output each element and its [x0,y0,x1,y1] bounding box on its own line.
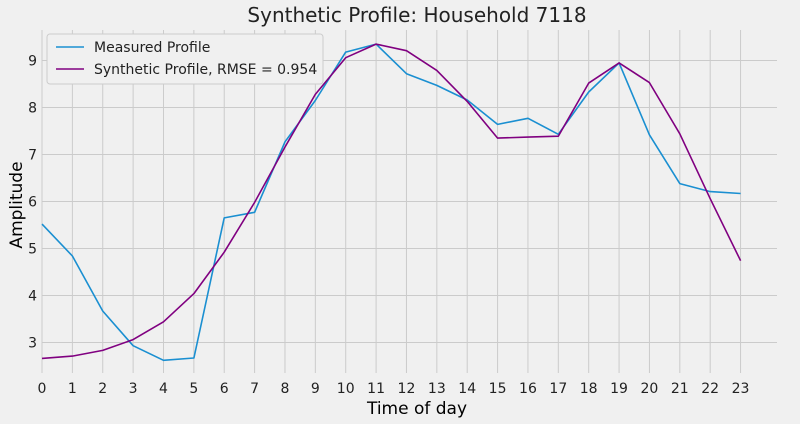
x-tick-label: 2 [98,381,107,397]
x-tick-label: 4 [159,381,168,397]
tick-labels: 0 1 2 3 4 5 6 7 8 9 10 11 12 13 14 15 16 17 18 19 20 21 22 2334… [28,54,749,397]
x-axis-label: Time of day [366,399,467,419]
legend-box [46,33,324,85]
x-tick-label: 17 [549,381,567,397]
x-tick-label: 23 [732,381,750,397]
series-line-synthetic [41,43,742,360]
x-tick-label: 7 [250,381,259,397]
x-tick-label: 9 [311,381,320,397]
x-tick-label: 1 [68,381,77,397]
legend-label-synthetic: Synthetic Profile, RMSE = 0.954 [94,62,317,78]
x-tick-label: 6 [220,381,229,397]
y-tick-label: 5 [28,241,37,257]
x-tick-label: 15 [489,381,507,397]
grid [41,30,777,373]
y-tick-label: 9 [28,54,37,70]
x-tick-label: 19 [610,381,628,397]
x-tick-label: 13 [428,381,446,397]
x-tick-label: 8 [281,381,290,397]
legend-label-measured: Measured Profile [94,40,210,56]
x-tick-label: 20 [641,381,659,397]
y-tick-label: 3 [28,335,37,351]
x-tick-label: 11 [367,381,385,397]
chart-title: Synthetic Profile: Household 7118 [247,3,586,27]
x-tick-label: 12 [398,381,416,397]
y-tick-label: 8 [28,101,37,117]
y-tick-label: 4 [28,288,37,304]
x-tick-label: 10 [337,381,355,397]
x-tick-label: 18 [580,381,598,397]
y-axis-label: Amplitude [7,161,27,248]
x-tick-label: 16 [519,381,537,397]
y-tick-label: 7 [28,148,37,164]
series-layer [41,43,742,362]
legend: Measured Profile Synthetic Profile, RMSE… [46,33,324,85]
x-tick-label: 22 [701,381,719,397]
x-tick-label: 5 [189,381,198,397]
x-tick-label: 21 [671,381,689,397]
x-tick-label: 14 [458,381,476,397]
y-tick-label: 6 [28,195,37,211]
series-line-measured [41,43,741,362]
x-tick-label: 3 [129,381,138,397]
x-tick-label: 0 [38,381,47,397]
